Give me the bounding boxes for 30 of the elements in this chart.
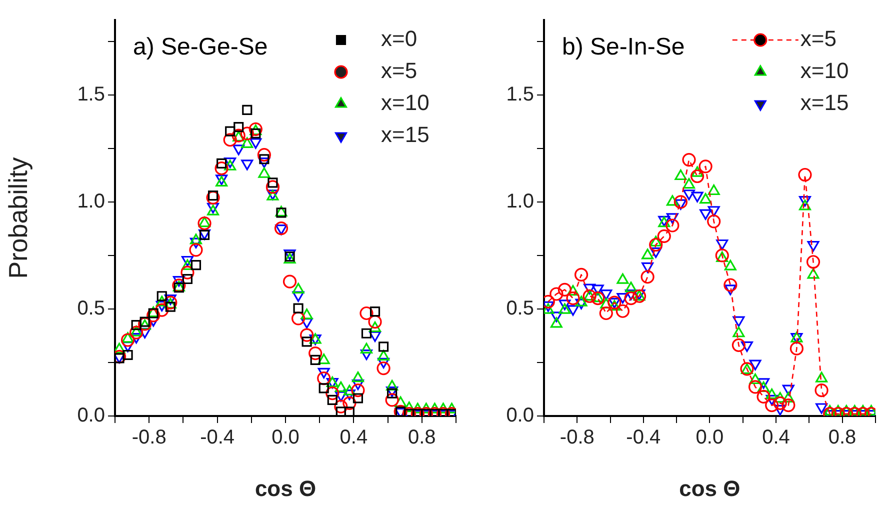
x-tick-label: 0.8 <box>828 426 856 449</box>
y-tick-label: 0.0 <box>506 404 534 427</box>
x-tick-label: 0.4 <box>340 426 368 449</box>
y-axis-title: Probability <box>2 157 33 279</box>
y-tick-label: 1.0 <box>506 190 534 212</box>
legend-label: x=15 <box>381 122 430 148</box>
y-tick-label: 0.0 <box>77 404 105 427</box>
legend-label: x=10 <box>800 58 849 84</box>
legend-label: x=10 <box>381 90 430 116</box>
y-tick-label: 1.0 <box>77 190 105 212</box>
legend-label: x=0 <box>381 26 418 52</box>
x-tick-label: -0.4 <box>626 426 661 449</box>
x-axis-title: cos Θ <box>679 476 740 501</box>
x-tick-label: 0.0 <box>696 426 724 449</box>
y-tick-label: 0.5 <box>506 297 534 320</box>
y-tick-label: 0.5 <box>77 297 105 320</box>
x-tick-label: 0.0 <box>272 426 300 449</box>
y-tick-label: 1.5 <box>506 83 534 106</box>
y-tick-label: 1.5 <box>77 83 105 106</box>
legend-label: x=5 <box>800 26 836 52</box>
x-axis-title: cos Θ <box>254 476 316 501</box>
text: b) Se-In-Se <box>562 34 685 61</box>
x-tick-label: 0.8 <box>408 426 436 449</box>
x-tick-label: 0.4 <box>762 426 790 449</box>
x-tick-label: -0.8 <box>560 426 594 449</box>
x-tick-label: -0.4 <box>200 426 235 449</box>
text: a) Se-Ge-Se <box>133 34 268 61</box>
legend-label: x=5 <box>381 58 418 84</box>
legend-label: x=15 <box>800 90 849 116</box>
x-tick-label: -0.8 <box>132 426 166 449</box>
